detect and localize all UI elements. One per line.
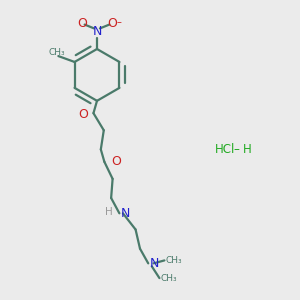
Text: CH₃: CH₃ xyxy=(49,48,65,57)
Text: H: H xyxy=(105,207,113,217)
Text: HCl: HCl xyxy=(215,143,235,157)
Text: O: O xyxy=(78,108,88,121)
Text: H: H xyxy=(243,143,251,157)
Text: CH₃: CH₃ xyxy=(161,274,178,283)
Text: –: – xyxy=(234,143,240,157)
Text: N: N xyxy=(92,25,102,38)
Text: O: O xyxy=(107,16,117,30)
Text: N: N xyxy=(121,207,130,220)
Text: –: – xyxy=(116,16,121,27)
Text: N: N xyxy=(150,257,159,270)
Text: O: O xyxy=(111,155,121,168)
Text: CH₃: CH₃ xyxy=(166,256,182,265)
Text: O: O xyxy=(77,16,87,30)
